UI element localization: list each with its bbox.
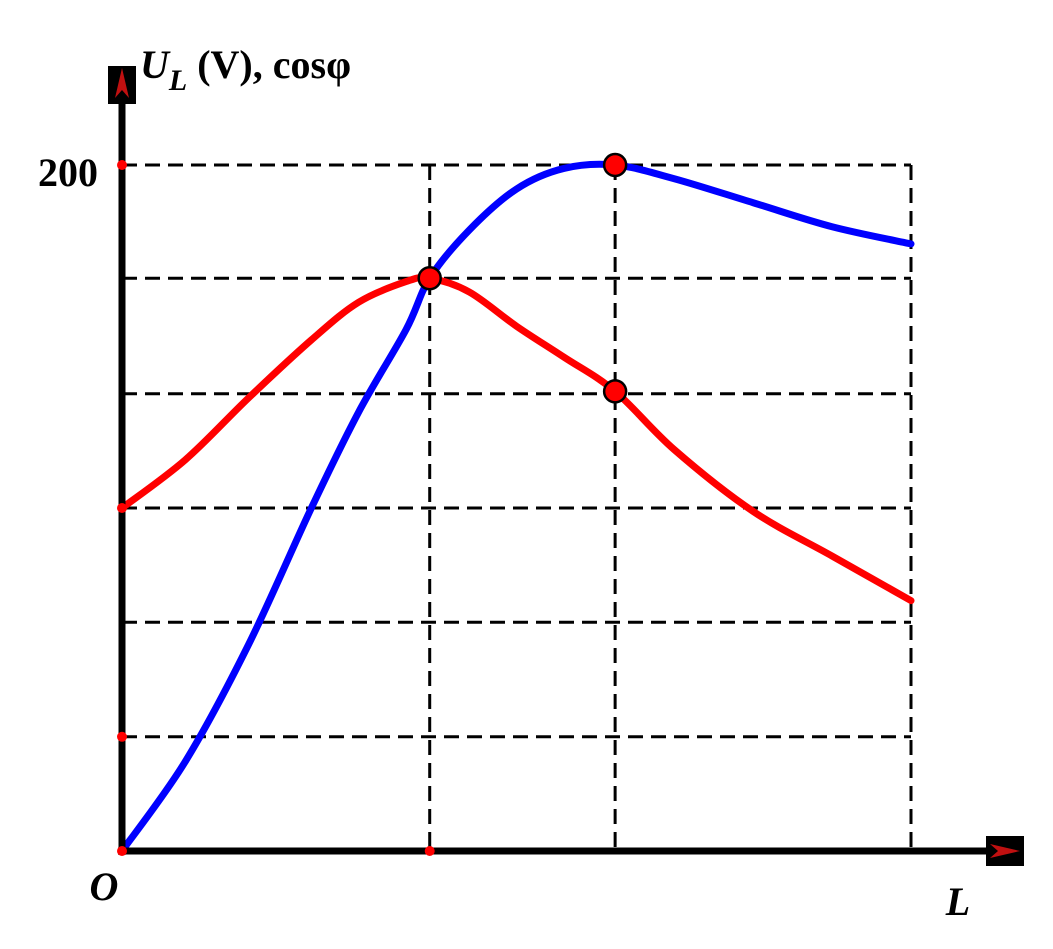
axis-dot-0	[117, 160, 127, 170]
blue-curve	[118, 160, 915, 855]
y-axis-arrow-highlight	[115, 68, 129, 98]
grid-lines	[122, 163, 913, 851]
y-axis-label-rest: (V), cosφ	[187, 42, 351, 87]
x-axis-arrow-highlight	[990, 844, 1020, 858]
origin-label: O	[90, 864, 119, 909]
y-axis-label-main: U	[140, 42, 171, 87]
axis-dot-2	[117, 503, 127, 513]
curves	[118, 160, 915, 855]
axis-dot-1	[117, 731, 127, 742]
y-tick-label-200: 200	[38, 150, 98, 195]
x-axis-label: L	[945, 879, 970, 924]
y-axis-label-sub: L	[168, 64, 187, 97]
red-curve	[118, 273, 915, 605]
axes	[108, 66, 1024, 866]
marked-points	[417, 152, 628, 404]
axis-dots	[117, 160, 435, 856]
y-axis-label: UL (V), cosφ	[140, 42, 351, 97]
axis-dot-4	[117, 846, 127, 856]
axis-dot-3	[424, 846, 435, 856]
marked-point-2	[602, 379, 628, 404]
marked-point-0	[417, 265, 442, 291]
marked-point-1	[602, 152, 628, 178]
